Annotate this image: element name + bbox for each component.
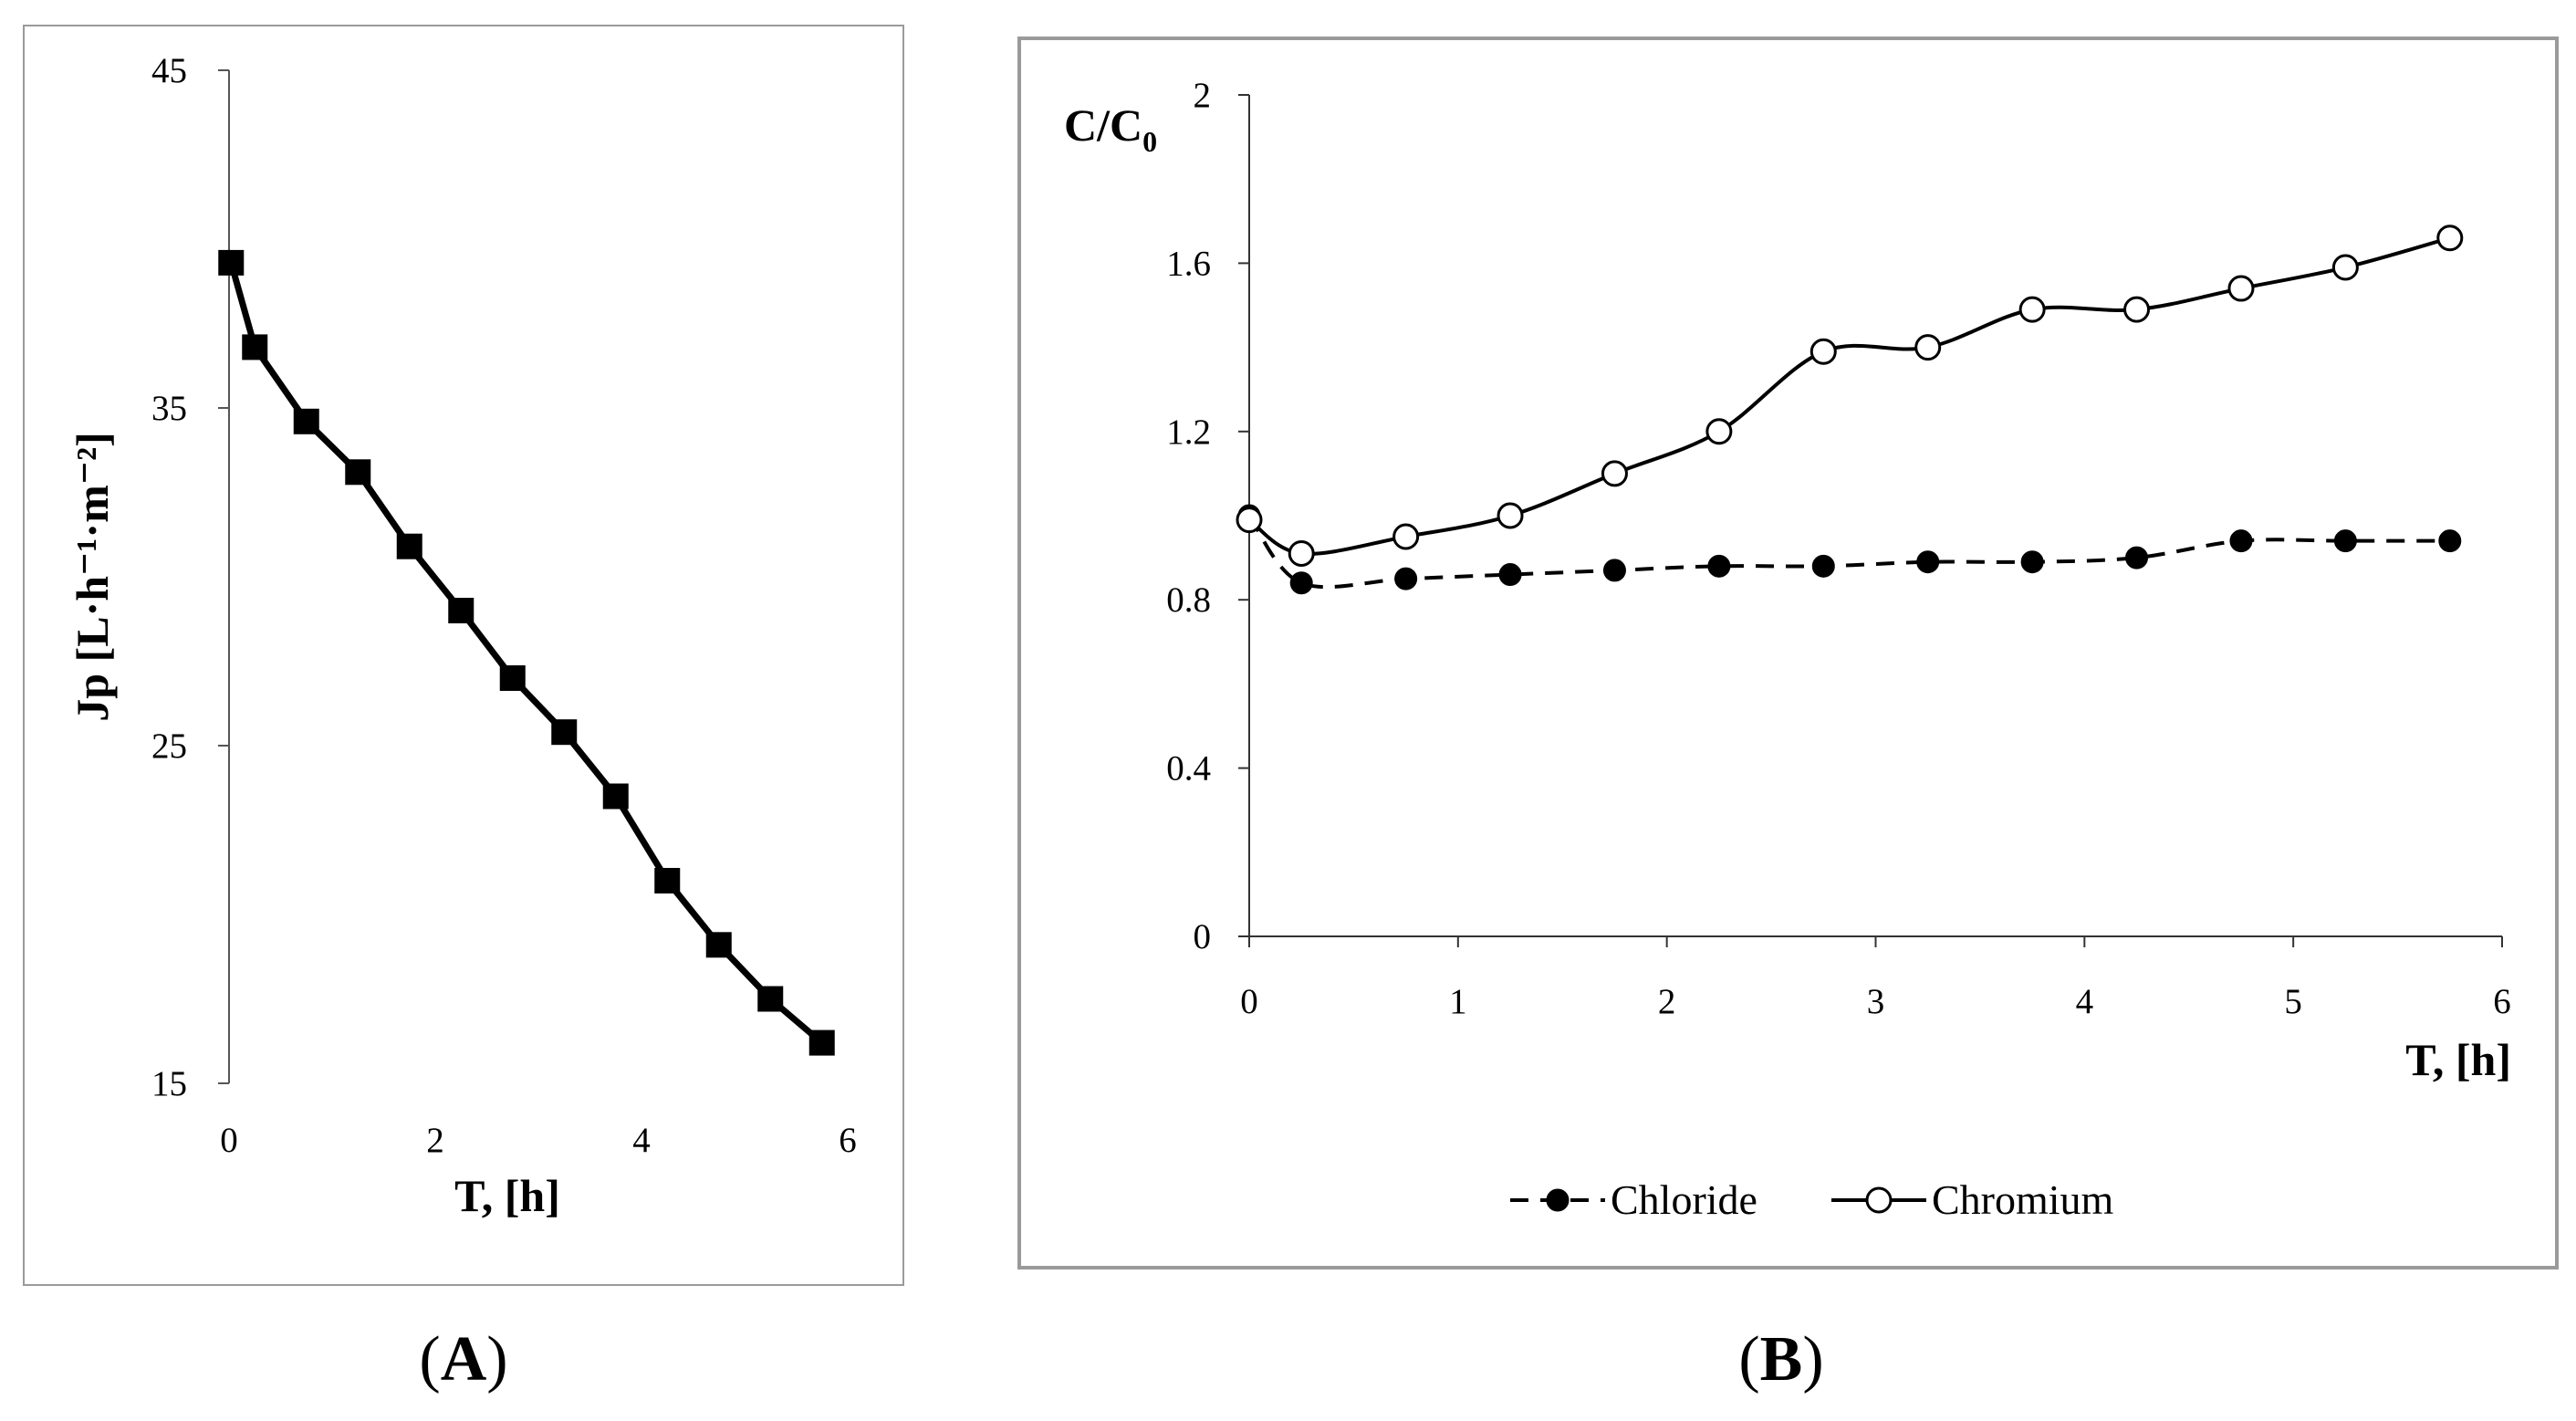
panel-b-y-tick-label: 2 <box>1194 76 1212 115</box>
panel-b-legend: Chloride Chromium <box>1510 1176 2114 1223</box>
data-point-chromium <box>1288 539 1315 567</box>
panel-b-y-tick-label: 1.6 <box>1166 244 1211 283</box>
panel-a-y-tick-label: 45 <box>151 51 187 90</box>
legend-swatch-marker-chloride <box>1546 1188 1570 1212</box>
panel-a-x-tick-label: 6 <box>839 1121 857 1160</box>
panel-a-y-tick-label: 25 <box>151 726 187 766</box>
data-point-chromium <box>1392 523 1420 550</box>
data-point-chloride <box>1289 571 1313 595</box>
panel-b-y-tick-label: 0.4 <box>1166 749 1211 789</box>
panel-b-y-axis-title: C/C0 <box>1064 99 1157 158</box>
panel-b-x-tick-label: 1 <box>1449 982 1467 1021</box>
panel-label-b: (B) <box>1738 1324 1823 1395</box>
data-point-chloride <box>1394 567 1418 590</box>
panel-a-x-tick-label: 4 <box>632 1121 651 1160</box>
panel-a-x-tick-label: 2 <box>426 1121 444 1160</box>
panel-a-data-point <box>499 665 526 691</box>
panel-a-data-point <box>602 783 629 810</box>
panel-a-data-point <box>396 533 422 559</box>
panel-a-y-tick-label: 15 <box>151 1064 187 1103</box>
data-point-chromium <box>1601 460 1628 487</box>
legend-label-chloride: Chloride <box>1611 1176 1757 1223</box>
panel-a: 15 25 35 45 0 2 4 6 Jp [L·h⁻¹·m⁻²] T, [h] <box>23 25 904 1286</box>
panel-b-x-tick-label: 6 <box>2493 982 2511 1021</box>
panel-a-x-ticks: 0 2 4 6 <box>220 1121 857 1160</box>
data-point-chloride <box>2125 546 2149 569</box>
data-point-chloride <box>1811 554 1835 578</box>
panel-b: 0 0.4 0.8 1.2 1.6 2 0 1 2 3 4 5 6 C/C0 T, [h] Chlor… <box>1017 37 2559 1269</box>
panel-a-x-axis-title: T, [h] <box>454 1170 560 1221</box>
data-point-chromium <box>2018 296 2046 323</box>
panel-a-data-point <box>705 932 732 958</box>
panel-a-data-point <box>345 459 371 486</box>
data-point-chromium <box>2331 254 2359 281</box>
data-point-chloride <box>1707 554 1731 578</box>
panel-a-data-point <box>242 334 268 360</box>
panel-b-x-tick-label: 5 <box>2284 982 2302 1021</box>
panel-a-data-point <box>654 868 681 893</box>
panel-a-y-ticks: 15 25 35 45 <box>151 51 229 1103</box>
data-point-chromium <box>2436 225 2464 252</box>
panel-a-series-line <box>227 261 825 1046</box>
data-point-chromium <box>1914 334 1942 361</box>
data-point-chromium <box>1809 338 1837 365</box>
panel-a-data-point <box>448 598 475 623</box>
panel-b-y-ticks: 0 0.4 0.8 1.2 1.6 2 <box>1166 76 1249 956</box>
panel-a-data-point <box>218 249 245 276</box>
legend-label-chromium: Chromium <box>1932 1176 2114 1223</box>
panel-a-data-point <box>551 719 578 746</box>
panel-b-y-tick-label: 0.8 <box>1166 580 1211 620</box>
panel-b-y-tick-label: 0 <box>1194 917 1212 956</box>
panel-b-x-ticks: 0 1 2 3 4 5 6 <box>1240 936 2511 1021</box>
data-point-chloride <box>1602 559 1626 582</box>
data-point-chromium <box>1705 418 1733 445</box>
series-line-chromium <box>1247 235 2451 556</box>
panel-a-series <box>218 249 835 1056</box>
panel-a-data-point <box>293 408 319 434</box>
panel-b-y-tick-label: 1.2 <box>1166 413 1211 452</box>
data-point-chromium <box>1497 502 1524 529</box>
data-point-chloride <box>2229 529 2253 553</box>
panel-a-x-tick-label: 0 <box>220 1121 238 1160</box>
data-point-chloride <box>2333 529 2357 553</box>
data-point-chromium <box>2227 275 2255 302</box>
panel-a-data-point <box>808 1029 835 1056</box>
panel-a-y-tick-label: 35 <box>151 389 187 428</box>
panel-b-series <box>1236 225 2464 595</box>
panel-b-frame <box>1017 37 2559 1269</box>
panel-a-frame <box>23 25 904 1286</box>
data-point-chromium <box>2123 296 2151 323</box>
panel-b-x-axis-title: T, [h] <box>2405 1034 2511 1085</box>
panel-b-x-tick-label: 3 <box>1867 982 1885 1021</box>
data-point-chloride <box>1498 563 1522 587</box>
panel-a-data-point <box>757 986 784 1012</box>
series-line-chloride <box>1247 514 2450 590</box>
panel-b-x-tick-label: 4 <box>2076 982 2094 1021</box>
legend-swatch-marker-chromium <box>1865 1186 1893 1214</box>
data-point-chromium <box>1236 507 1263 534</box>
panel-a-y-axis-title: Jp [L·h⁻¹·m⁻²] <box>67 432 118 722</box>
data-point-chloride <box>2020 550 2044 574</box>
data-point-chloride <box>1916 550 1940 574</box>
panel-b-x-tick-label: 0 <box>1240 982 1258 1021</box>
data-point-chloride <box>2438 529 2462 553</box>
panel-label-a: (A) <box>419 1324 507 1395</box>
panel-b-x-tick-label: 2 <box>1658 982 1676 1021</box>
